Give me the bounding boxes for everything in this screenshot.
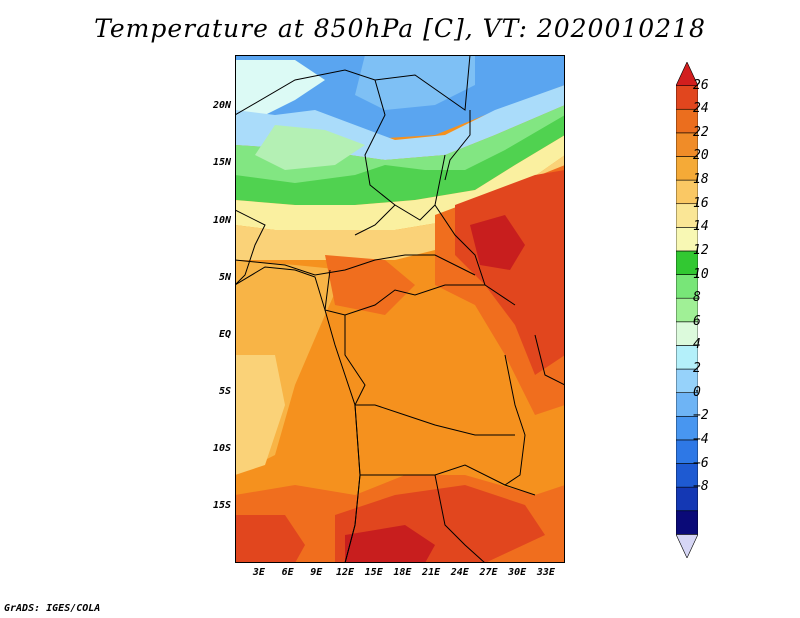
lat-tick-label: 15N	[212, 157, 231, 169]
field-24c	[455, 170, 565, 375]
colorbar-level-label: −6	[693, 455, 709, 471]
colorbar-level-label: 14	[693, 219, 709, 235]
lat-tick-label: EQ	[218, 328, 231, 340]
lon-tick-label: 9E	[310, 567, 323, 578]
lon-tick-label: 15E	[364, 567, 383, 578]
lon-tick-label: 6E	[281, 567, 294, 578]
field-10c	[235, 105, 565, 190]
lon-tick-label: 3E	[252, 567, 265, 578]
colorbar	[676, 62, 698, 558]
lat-tick-label: 10S	[212, 442, 231, 454]
colorbar-level-label: 22	[693, 124, 709, 140]
colorbar-level-label: 16	[693, 195, 709, 211]
field-26c	[470, 215, 525, 270]
lon-tick-label: 30E	[508, 567, 527, 578]
lat-tick-label: 5S	[218, 385, 231, 397]
lon-tick-label: 21E	[422, 567, 441, 578]
colorbar-level-label: 2	[693, 361, 701, 377]
lon-tick-label: 27E	[479, 567, 498, 578]
colorbar-level-label: 0	[693, 384, 701, 400]
credit-text: GrADS: IGES/COLA	[4, 603, 101, 614]
colorbar-level-label: 24	[693, 101, 709, 117]
colorbar-segment	[676, 510, 698, 535]
field-22c-center	[325, 255, 415, 315]
field-16c-west	[235, 355, 285, 475]
colorbar-level-label: 12	[693, 242, 709, 258]
lon-tick-label: 33E	[536, 567, 555, 578]
lon-tick-label: 12E	[335, 567, 355, 578]
lat-tick-label: 10N	[212, 214, 231, 226]
coastline	[235, 266, 361, 563]
lon-tick-label: 18E	[393, 567, 412, 578]
colorbar-level-label: −4	[693, 431, 709, 447]
field-8c	[255, 125, 365, 170]
temperature-map	[235, 55, 565, 563]
field-16c	[235, 155, 565, 260]
lat-tick-label: 20N	[212, 100, 231, 112]
colorbar-level-label: 26	[693, 77, 709, 93]
colorbar-level-label: 6	[693, 313, 701, 329]
field-12c	[235, 115, 565, 205]
field-26c-south	[345, 525, 435, 563]
field-6c	[235, 60, 325, 115]
colorbar-level-label: −2	[693, 408, 709, 424]
colorbar-level-label: 10	[693, 266, 709, 282]
colorbar-level-label: 18	[693, 172, 709, 188]
colorbar-level-label: 20	[693, 148, 709, 164]
colorbar-level-label: 4	[693, 337, 701, 353]
lat-tick-label: 15S	[212, 499, 231, 511]
lon-tick-label: 24E	[450, 567, 469, 578]
map-frame	[235, 55, 565, 563]
field-24c-southwest	[235, 515, 305, 563]
plot-title: Temperature at 850hPa [C], VT: 202001021…	[94, 14, 706, 43]
colorbar-segment	[676, 534, 698, 558]
colorbar-segment	[676, 62, 698, 86]
lat-tick-label: 5N	[218, 271, 231, 283]
colorbar-level-label: −8	[693, 479, 709, 495]
country-borders	[235, 55, 565, 563]
colorbar-level-label: 8	[693, 290, 701, 306]
